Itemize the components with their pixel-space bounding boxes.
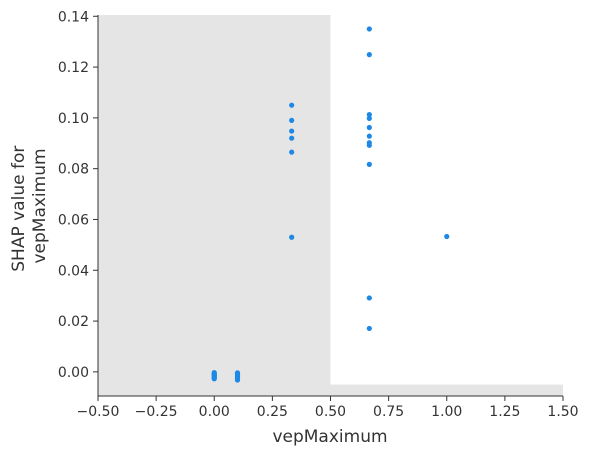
y-tick-label-5: 0.10	[58, 111, 89, 127]
scatter-point-26	[366, 115, 372, 121]
scatter-point-28	[366, 133, 372, 139]
y-tick-label-7: 0.14	[58, 9, 89, 25]
scatter-point-22	[289, 234, 295, 240]
scatter-point-30	[366, 142, 372, 148]
x-ticks: −0.50 −0.25 0.00 0.25 0.50 0.75 1.00 1.25 1.50	[77, 396, 579, 420]
scatter-point-20	[289, 135, 295, 141]
scatter-point-34	[444, 233, 450, 240]
scatter-point-17	[289, 102, 295, 108]
x-tick-label-1: −0.25	[135, 404, 178, 420]
x-tick-label-7: 1.25	[489, 404, 520, 420]
y-tick-label-1: 0.02	[58, 314, 89, 330]
scatter-point-31	[366, 161, 372, 167]
x-tick-label-0: −0.50	[77, 404, 120, 420]
scatter-point-25	[366, 111, 372, 118]
y-tick-label-0: 0.00	[58, 365, 89, 381]
scatter-point-16	[234, 377, 241, 383]
background-histogram	[98, 15, 563, 396]
scatter-point-8	[211, 376, 217, 382]
y-tick-label-4: 0.08	[58, 162, 89, 178]
x-axis-label: vepMaximum	[272, 427, 387, 447]
y-axis-label-line-2: vepMaximum	[30, 148, 50, 263]
scatter-points	[211, 26, 450, 383]
scatter-point-19	[289, 128, 295, 134]
scatter-point-27	[366, 124, 372, 131]
scatter-point-18	[289, 117, 295, 124]
x-tick-label-4: 0.50	[315, 404, 346, 420]
y-tick-label-6: 0.12	[58, 60, 89, 76]
y-axis-label-line-1: SHAP value for	[9, 146, 29, 272]
scatter-point-24	[366, 52, 372, 58]
x-tick-label-8: 1.50	[547, 404, 578, 420]
scatter-point-32	[366, 295, 372, 301]
x-tick-label-2: 0.00	[199, 404, 230, 420]
x-tick-label-3: 0.25	[257, 404, 288, 420]
y-ticks: 0.00 0.02 0.04 0.06 0.08 0.10 0.12 0.14	[58, 9, 98, 381]
y-tick-label-3: 0.06	[58, 212, 89, 228]
scatter-point-33	[366, 325, 372, 332]
histogram-bar-1	[330, 384, 563, 396]
y-tick-label-2: 0.04	[58, 263, 89, 279]
histogram-bar-0	[98, 15, 331, 396]
x-tick-label-6: 1.00	[431, 404, 462, 420]
scatter-point-23	[366, 26, 372, 32]
scatter-point-21	[289, 149, 295, 155]
y-axis-label: SHAP value for vepMaximum	[9, 140, 50, 271]
x-tick-label-5: 0.75	[373, 404, 404, 420]
